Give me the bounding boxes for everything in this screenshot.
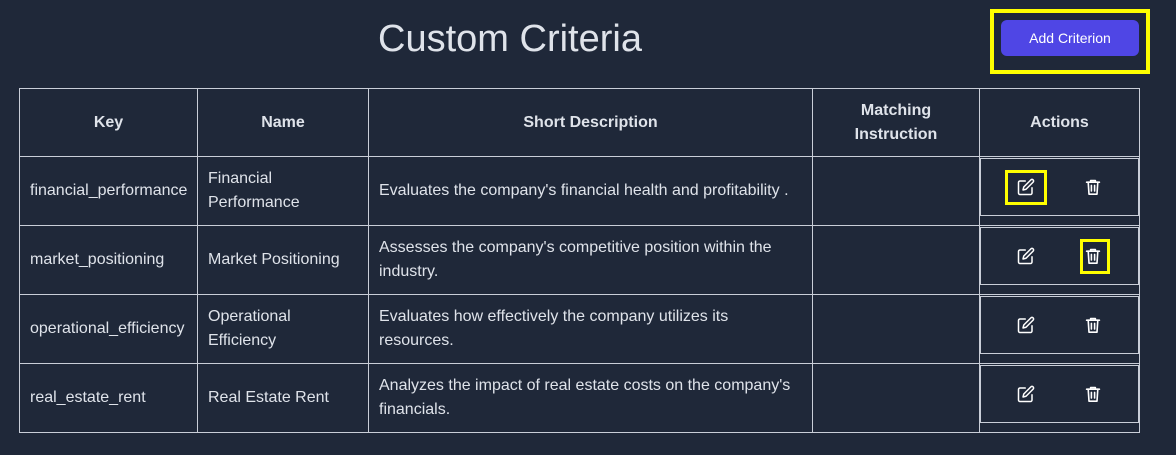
cell-key: real_estate_rent [19, 363, 198, 433]
cell-matching-instruction [812, 225, 980, 295]
delete-button[interactable] [1082, 245, 1104, 267]
criteria-table: Key Name Short Description Matching Inst… [19, 88, 1140, 433]
actions-box [980, 365, 1139, 423]
header-matching-instruction: Matching Instruction [812, 88, 980, 157]
cell-actions [979, 363, 1140, 433]
cell-description: Evaluates how effectively the company ut… [368, 294, 813, 364]
delete-button[interactable] [1082, 176, 1104, 198]
cell-name: Real Estate Rent [197, 363, 369, 433]
edit-button[interactable] [1015, 314, 1037, 336]
table-header-row: Key Name Short Description Matching Inst… [19, 88, 1140, 157]
actions-box [980, 227, 1139, 285]
trash-icon [1085, 385, 1101, 403]
actions-box [980, 296, 1139, 354]
edit-icon [1017, 247, 1035, 265]
header-actions: Actions [979, 88, 1140, 157]
edit-icon [1017, 316, 1035, 334]
cell-matching-instruction [812, 363, 980, 433]
cell-actions [979, 294, 1140, 364]
edit-icon [1017, 178, 1035, 196]
actions-box [980, 158, 1139, 216]
cell-name: Operational Efficiency [197, 294, 369, 364]
cell-description: Assesses the company's competitive posit… [368, 225, 813, 295]
cell-name: Financial Performance [197, 156, 369, 226]
edit-button[interactable] [1015, 176, 1037, 198]
header-name: Name [197, 88, 369, 157]
table-row: market_positioning Market Positioning As… [19, 225, 1140, 295]
cell-description: Analyzes the impact of real estate costs… [368, 363, 813, 433]
edit-button[interactable] [1015, 245, 1037, 267]
table-row: operational_efficiency Operational Effic… [19, 294, 1140, 364]
trash-icon [1085, 247, 1101, 265]
add-criterion-button[interactable]: Add Criterion [1001, 20, 1139, 56]
cell-key: financial_performance [19, 156, 198, 226]
trash-icon [1085, 316, 1101, 334]
cell-actions [979, 225, 1140, 295]
cell-name: Market Positioning [197, 225, 369, 295]
header-key: Key [19, 88, 198, 157]
edit-icon [1017, 385, 1035, 403]
trash-icon [1085, 178, 1101, 196]
cell-key: market_positioning [19, 225, 198, 295]
cell-matching-instruction [812, 156, 980, 226]
add-button-highlight [990, 9, 1150, 74]
cell-key: operational_efficiency [19, 294, 198, 364]
table-row: financial_performance Financial Performa… [19, 156, 1140, 226]
header-description: Short Description [368, 88, 813, 157]
cell-description: Evaluates the company's financial health… [368, 156, 813, 226]
delete-highlight [1080, 239, 1110, 274]
edit-button[interactable] [1015, 383, 1037, 405]
page-title: Custom Criteria [378, 18, 642, 60]
delete-button[interactable] [1082, 314, 1104, 336]
table-row: real_estate_rent Real Estate Rent Analyz… [19, 363, 1140, 433]
cell-matching-instruction [812, 294, 980, 364]
edit-highlight [1005, 170, 1047, 205]
cell-actions [979, 156, 1140, 226]
delete-button[interactable] [1082, 383, 1104, 405]
